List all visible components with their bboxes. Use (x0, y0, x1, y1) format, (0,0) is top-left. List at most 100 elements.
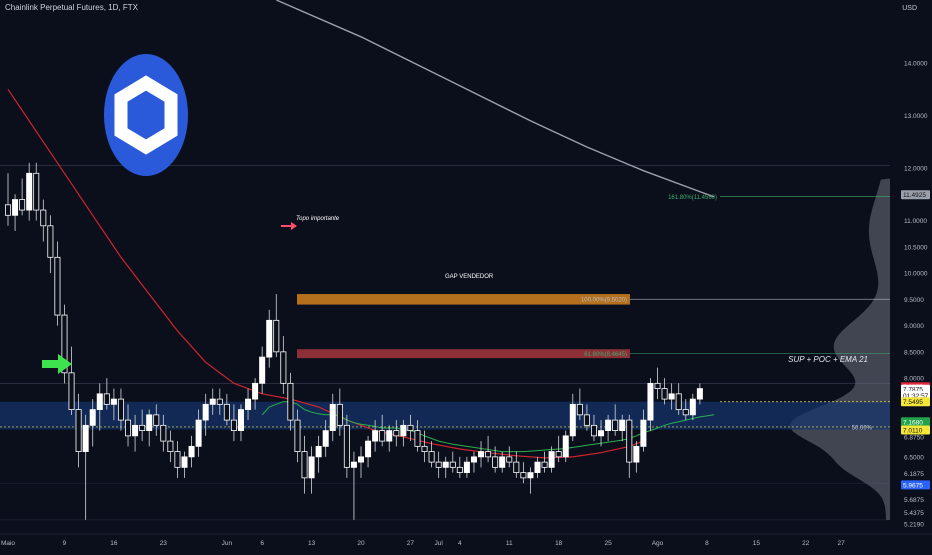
candle (428, 441, 435, 468)
candle (640, 409, 647, 452)
gap-zone (297, 349, 630, 359)
candle-body (619, 419, 626, 432)
candle (33, 162, 40, 221)
candle (442, 456, 449, 478)
candle-body (357, 456, 364, 463)
candle (357, 446, 364, 478)
candle-body (485, 451, 492, 458)
time-tick-label: 11 (506, 540, 513, 547)
candle (520, 462, 527, 484)
candle (245, 388, 252, 421)
candle (103, 378, 110, 410)
candle (12, 194, 19, 232)
candle (252, 378, 259, 410)
time-tick-label: 8 (705, 540, 709, 547)
candle-body (569, 403, 576, 437)
candle-body (139, 424, 146, 432)
candle-body (350, 461, 357, 468)
candle-body (75, 409, 82, 453)
candle (61, 304, 68, 384)
candle (139, 409, 146, 442)
candle (569, 393, 576, 442)
price-badge-text: 7.5495 (903, 399, 923, 406)
candle (202, 393, 209, 436)
candle (47, 215, 54, 274)
price-tick-label: 13.0000 (904, 113, 928, 120)
candle (400, 420, 407, 447)
candle-body (696, 388, 703, 400)
candle-body (654, 382, 661, 389)
candle-body (612, 419, 619, 432)
candle-body (47, 225, 54, 258)
annotation-topo: Topo importante (296, 216, 340, 222)
candle-body (12, 199, 19, 216)
candle (527, 467, 534, 494)
chainlink-logo (104, 54, 188, 176)
candle (153, 404, 160, 436)
candle (365, 435, 372, 468)
candle-body (682, 409, 689, 416)
candle (506, 446, 513, 468)
annotation-gap: GAP VENDEDOR (445, 274, 494, 280)
candle (160, 414, 167, 452)
candle (562, 430, 569, 463)
candle (583, 404, 590, 431)
candle-body (132, 424, 139, 437)
price-tick-label: 9.0000 (904, 323, 924, 330)
candle-body (583, 414, 590, 426)
candle (576, 388, 583, 421)
fib-level-label: 100.00%(9.5020) (581, 298, 627, 304)
candle-body (513, 461, 520, 474)
annotation-sup: SUP + POC + EMA 21 (788, 355, 868, 364)
candle (174, 441, 181, 478)
candle (612, 404, 619, 436)
pink-arrow-icon (281, 222, 297, 230)
candle (336, 388, 343, 436)
time-tick-label: 4 (458, 540, 462, 547)
candle (40, 199, 47, 242)
candle (421, 430, 428, 463)
price-badge: 5.9675 (901, 480, 930, 490)
candle (492, 446, 499, 473)
candle-body (548, 451, 555, 468)
candle (541, 451, 548, 473)
candle-body (33, 172, 40, 211)
candle-body (449, 461, 456, 468)
candle-body (54, 256, 61, 316)
candle (280, 336, 287, 394)
price-badges: 11.49257.83557.787501:32:577.54957.16807… (901, 190, 930, 490)
candle (513, 451, 520, 478)
price-tick-label: 5.4375 (904, 510, 924, 517)
time-axis[interactable]: Maio 9 16 23 Jun 6 13 20 27 Jul 4 11 18 25 Ago 8 15 22 27 (0, 533, 932, 547)
candle-body (400, 424, 407, 437)
candle-body (40, 209, 47, 227)
price-badge: 7.1680 (901, 417, 930, 427)
time-tick-label: 20 (357, 540, 365, 547)
candle (654, 367, 661, 400)
candle-body (393, 430, 400, 437)
time-tick-label: 15 (753, 540, 761, 547)
price-badge-text: 11.4925 (903, 192, 926, 199)
candle (259, 346, 266, 394)
candle (82, 414, 89, 520)
price-tick-label: 6.5000 (904, 454, 924, 461)
candle-body (668, 393, 675, 400)
candle-body (117, 398, 124, 421)
candle-body (181, 456, 188, 468)
price-tick-label: 5.2190 (904, 522, 924, 529)
price-badge: 7.0110 (901, 425, 930, 435)
candle-body (499, 456, 506, 468)
time-tick-label: Jun (222, 540, 233, 547)
candle (54, 241, 61, 326)
candle (322, 420, 329, 457)
candle-body (280, 351, 287, 384)
candle (110, 388, 117, 421)
candle-body (245, 398, 252, 410)
candle-body (146, 414, 153, 432)
candle-body (372, 430, 379, 442)
candle (590, 414, 597, 442)
candle (548, 446, 555, 473)
time-tick-label: 22 (802, 540, 810, 547)
